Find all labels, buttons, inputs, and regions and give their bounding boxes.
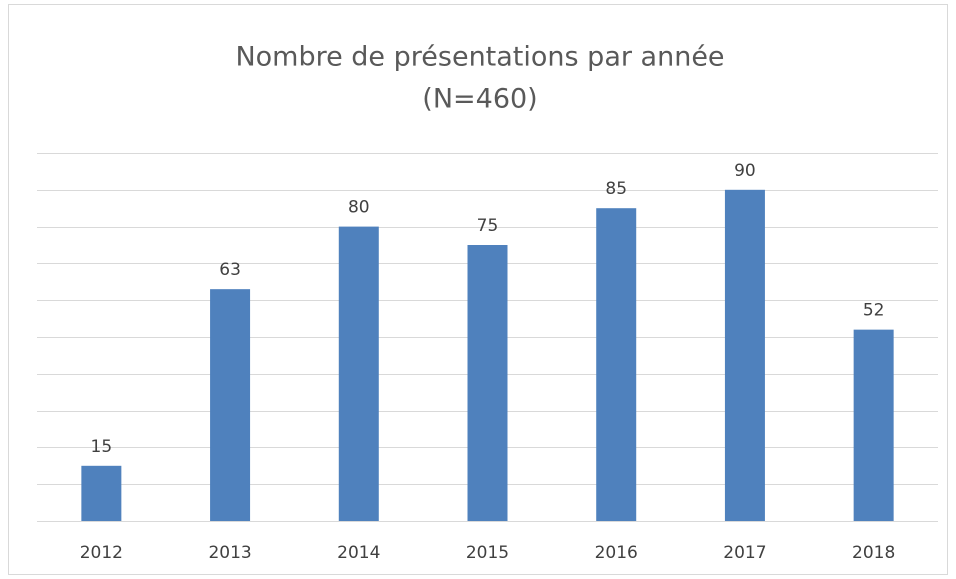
bar (81, 465, 122, 521)
x-tick-label: 2013 (208, 543, 251, 563)
bar (467, 245, 508, 521)
chart-subtitle: (N=460) (422, 84, 537, 115)
x-tick-label: 2014 (337, 543, 380, 563)
bar (338, 226, 379, 521)
x-tick-label: 2012 (80, 543, 123, 563)
data-label: 63 (219, 260, 241, 280)
bar (853, 329, 894, 521)
data-label: 15 (91, 437, 113, 457)
x-tick-label: 2017 (723, 543, 766, 563)
chart-title: Nombre de présentations par année (235, 42, 724, 73)
x-tick-label: 2016 (595, 543, 638, 563)
x-tick-label: 2015 (466, 543, 509, 563)
x-tick-label: 2018 (852, 543, 895, 563)
bar (210, 289, 251, 521)
data-label: 90 (734, 161, 756, 181)
data-label: 80 (348, 198, 370, 218)
data-label: 85 (605, 179, 627, 199)
bar (724, 189, 765, 522)
bar (596, 208, 637, 521)
data-label: 75 (477, 216, 499, 236)
data-label: 52 (863, 301, 885, 321)
